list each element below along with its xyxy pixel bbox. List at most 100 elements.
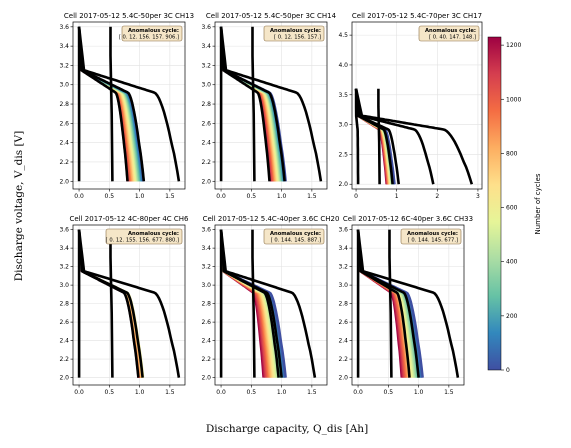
x-tick-label: 1.0 bbox=[135, 389, 145, 396]
anomalous-curve bbox=[251, 229, 256, 378]
colorbar-tick-label: 600 bbox=[506, 205, 518, 212]
plot-area bbox=[219, 26, 323, 182]
anomalous-cycle-list: [ 0. 12. 156. 157.] bbox=[274, 35, 321, 41]
y-tick-label: 2.4 bbox=[201, 140, 211, 147]
anomalous-curve bbox=[109, 229, 114, 378]
y-tick-label: 2.8 bbox=[201, 301, 211, 308]
y-tick-label: 3.2 bbox=[201, 264, 211, 271]
colorbar-label: Number of cycles bbox=[534, 173, 542, 234]
x-tick-label: 0.5 bbox=[247, 389, 257, 396]
anomalous-cycle-heading: Anomalous cycle: bbox=[270, 231, 321, 237]
axes-frame bbox=[351, 224, 465, 386]
anomalous-curve bbox=[377, 88, 381, 185]
anomalous-curve bbox=[354, 88, 400, 185]
y-tick-label: 2.0 bbox=[338, 181, 348, 188]
colorbar-tick-label: 1000 bbox=[506, 96, 521, 103]
anomalous-curve bbox=[219, 229, 283, 378]
anomalous-cycle-heading: Anomalous cycle: bbox=[425, 28, 476, 34]
y-tick-label: 2.0 bbox=[59, 375, 69, 382]
colorbar-tick-label: 800 bbox=[506, 150, 518, 157]
subplot-title: Cell 2017-05-12 5.4C-70per 3C CH17 bbox=[352, 12, 482, 20]
x-tick-label: 1.5 bbox=[307, 193, 317, 200]
y-tick-label: 2.2 bbox=[201, 356, 211, 363]
anomalous-cycle-heading: Anomalous cycle: bbox=[270, 28, 321, 34]
y-tick-label: 3.4 bbox=[59, 245, 69, 252]
y-tick-label: 3.5 bbox=[338, 92, 348, 99]
subplot-1: 0.0 0.5 1.0 1.5 2.0 2.2 2.4 2.6 2.8 3.0 3.2 3.4 3.6 C… bbox=[59, 12, 194, 200]
anomalous-cycle-list: [ 0. 12. 156. 157. 906.] bbox=[119, 35, 179, 41]
anomalous-curve bbox=[77, 26, 181, 182]
y-tick-label: 2.6 bbox=[201, 120, 211, 127]
x-tick-label: 0.0 bbox=[216, 389, 226, 396]
x-tick-label: 1.5 bbox=[165, 389, 175, 396]
y-tick-label: 2.4 bbox=[338, 338, 348, 345]
plot-area bbox=[219, 229, 317, 378]
y-tick-label: 2.4 bbox=[59, 140, 69, 147]
y-tick-label: 2.6 bbox=[59, 120, 69, 127]
anomalous-curve bbox=[219, 26, 323, 182]
anomalous-curve bbox=[354, 88, 474, 185]
anomalous-cycle-box bbox=[400, 228, 462, 245]
colorbar: 0 200 400 600 800 1000 1200 Number of cycles bbox=[487, 36, 542, 374]
y-tick-label: 3.6 bbox=[59, 227, 69, 234]
anomalous-curve bbox=[77, 229, 144, 378]
x-tick-label: 0.5 bbox=[105, 389, 115, 396]
anomalous-cycle-heading: Anomalous cycle: bbox=[407, 231, 458, 237]
y-tick-label: 2.8 bbox=[201, 101, 211, 108]
anomalous-curve bbox=[356, 229, 460, 378]
anomalous-curve bbox=[354, 88, 435, 185]
y-tick-label: 3.0 bbox=[59, 282, 69, 289]
y-tick-label: 2.5 bbox=[338, 151, 348, 158]
colorbar-ticks: 0 200 400 600 800 1000 1200 bbox=[501, 42, 521, 374]
plot-area bbox=[77, 229, 181, 378]
y-tick-label: 3.4 bbox=[59, 43, 69, 50]
y-tick-label: 2.2 bbox=[59, 159, 69, 166]
y-tick-label: 3.2 bbox=[338, 264, 348, 271]
x-tick-label: 1.5 bbox=[444, 389, 454, 396]
y-tick-label: 3.6 bbox=[201, 227, 211, 234]
anomalous-curve bbox=[251, 26, 256, 182]
x-tick-label: 1.5 bbox=[307, 389, 317, 396]
y-tick-label: 2.4 bbox=[201, 338, 211, 345]
y-tick-label: 3.6 bbox=[201, 24, 211, 31]
subplot-3: 0 1 2 3 2.0 2.5 3.0 3.5 4.0 4.5 Cell 2017-05-12 5.… bbox=[338, 12, 483, 200]
x-tick-label: 1.0 bbox=[135, 193, 145, 200]
x-tick-label: 0.5 bbox=[247, 193, 257, 200]
colorbar-tick-label: 0 bbox=[506, 367, 510, 374]
y-tick-label: 2.0 bbox=[338, 375, 348, 382]
y-tick-label: 4.5 bbox=[338, 32, 348, 39]
x-axis-label: Discharge capacity, Q_dis [Ah] bbox=[206, 423, 368, 435]
anomalous-curve bbox=[109, 26, 114, 182]
x-tick-label: 1 bbox=[395, 193, 399, 200]
y-tick-label: 4.0 bbox=[338, 62, 348, 69]
x-tick-label: 1.0 bbox=[277, 389, 287, 396]
x-tick-label: 0.0 bbox=[74, 193, 84, 200]
y-tick-label: 2.2 bbox=[59, 356, 69, 363]
x-tick-label: 1.5 bbox=[165, 193, 175, 200]
axes-frame bbox=[72, 224, 186, 386]
y-tick-label: 2.2 bbox=[201, 159, 211, 166]
y-tick-label: 2.8 bbox=[59, 301, 69, 308]
y-tick-label: 2.0 bbox=[59, 178, 69, 185]
anomalous-curve bbox=[356, 229, 420, 378]
y-tick-label: 2.0 bbox=[201, 375, 211, 382]
anomalous-cycle-box bbox=[263, 228, 325, 245]
anomalous-curve bbox=[77, 26, 146, 182]
y-tick-label: 2.0 bbox=[201, 178, 211, 185]
plot-area bbox=[354, 88, 474, 185]
y-tick-label: 3.2 bbox=[59, 264, 69, 271]
anomalous-cycle-list: [ 0. 144. 145. 887.] bbox=[271, 238, 321, 244]
x-tick-label: 3 bbox=[476, 193, 480, 200]
colorbar-tick-label: 400 bbox=[506, 259, 518, 266]
y-tick-label: 2.8 bbox=[338, 301, 348, 308]
anomalous-curve bbox=[354, 88, 360, 185]
anomalous-cycle-list: [ 0. 12. 155. 156. 677. 880.] bbox=[106, 238, 179, 244]
anomalous-cycle-list: [ 0. 40. 147. 148.] bbox=[429, 35, 476, 41]
colorbar-tick-label: 200 bbox=[506, 313, 518, 320]
anomalous-curve bbox=[388, 229, 393, 378]
subplot-title: Cell 2017-05-12 4C-80per 4C CH6 bbox=[69, 215, 189, 223]
plot-area bbox=[356, 229, 460, 378]
axes-frame bbox=[72, 21, 186, 190]
anomalous-curve bbox=[77, 229, 181, 378]
